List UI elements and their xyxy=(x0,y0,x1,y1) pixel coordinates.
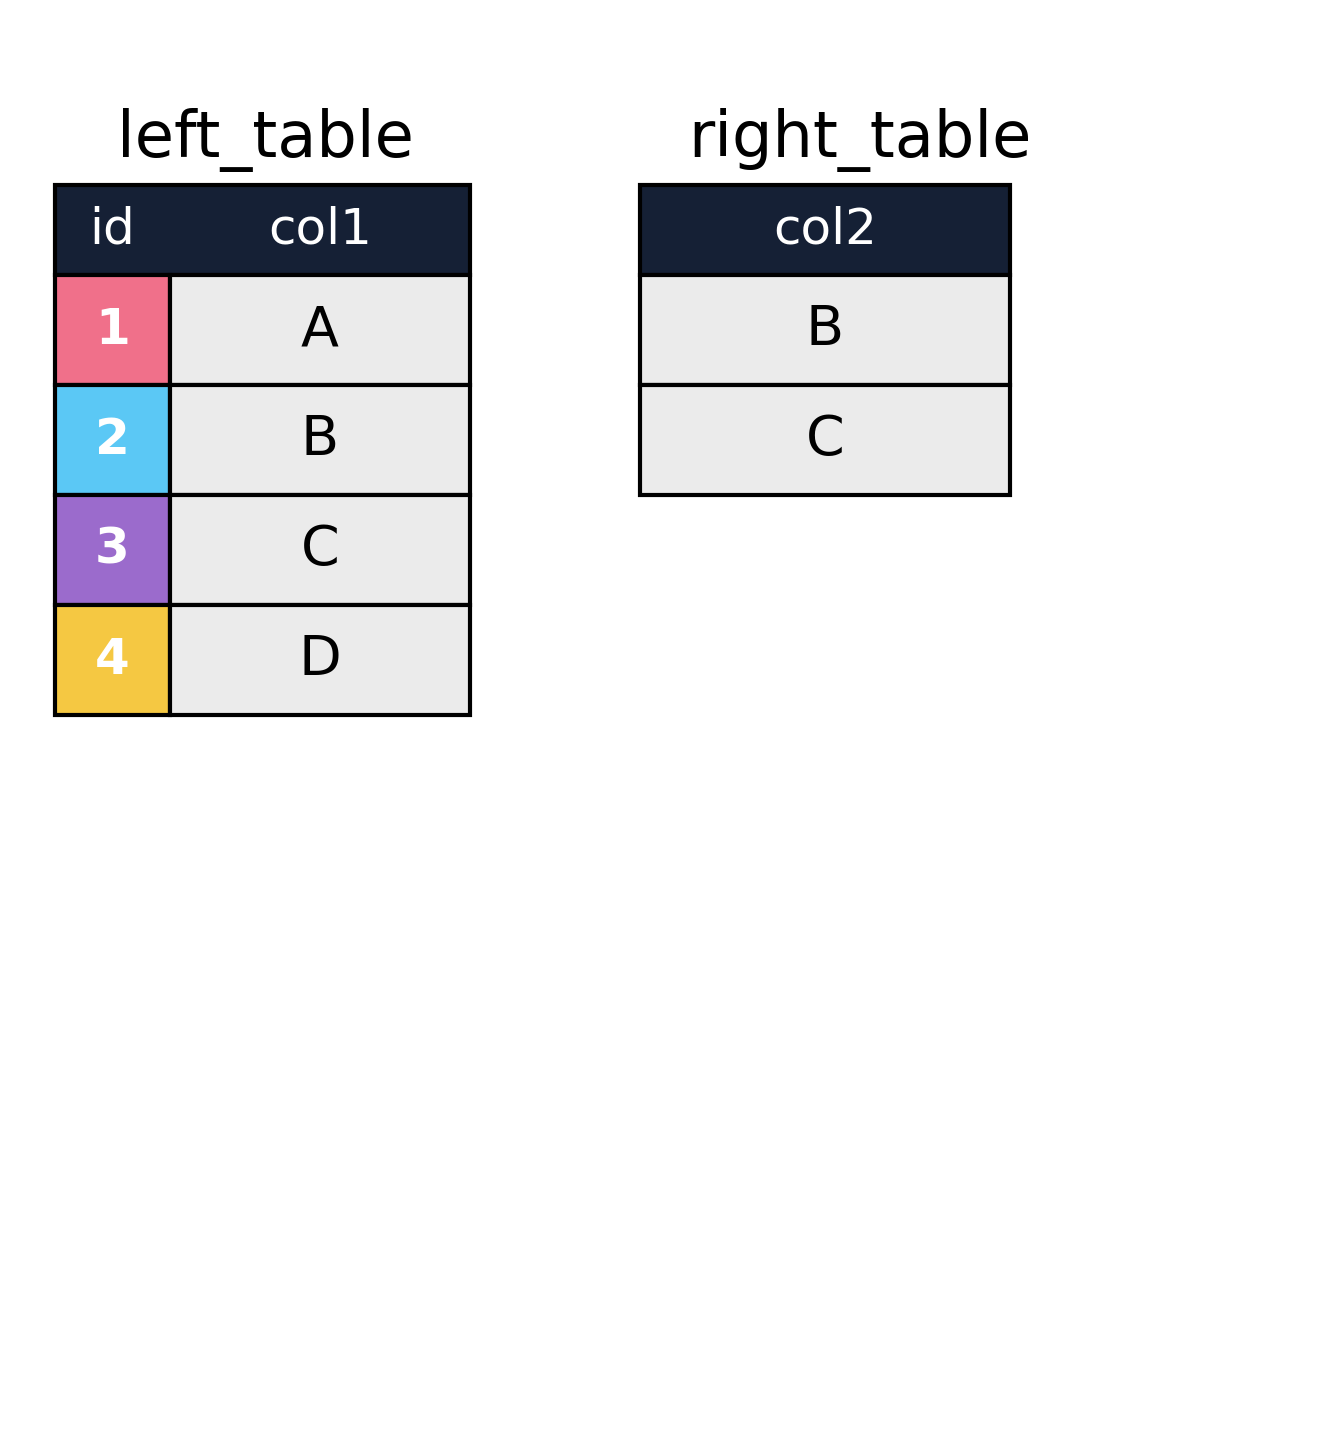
Text: right_table: right_table xyxy=(688,108,1032,172)
Bar xyxy=(54,604,170,714)
Bar xyxy=(640,275,1010,385)
Bar xyxy=(170,495,469,604)
Bar xyxy=(54,185,469,275)
Bar xyxy=(54,495,170,604)
Text: A: A xyxy=(301,304,339,357)
Bar xyxy=(170,275,469,385)
Bar xyxy=(640,385,1010,495)
Text: 3: 3 xyxy=(95,526,130,574)
Bar xyxy=(170,385,469,495)
Text: id: id xyxy=(90,205,135,254)
Text: col2: col2 xyxy=(773,205,876,254)
Bar xyxy=(54,385,170,495)
Text: 2: 2 xyxy=(95,416,130,464)
Bar xyxy=(54,275,170,385)
Text: C: C xyxy=(806,414,845,467)
Text: 4: 4 xyxy=(95,636,130,684)
Text: 1: 1 xyxy=(95,307,130,354)
Text: col1: col1 xyxy=(268,205,371,254)
Text: D: D xyxy=(298,633,341,687)
Text: B: B xyxy=(301,414,339,467)
Text: left_table: left_table xyxy=(117,108,414,172)
Text: B: B xyxy=(806,304,845,357)
Bar xyxy=(640,185,1010,275)
Bar xyxy=(170,604,469,714)
Text: C: C xyxy=(301,523,339,577)
